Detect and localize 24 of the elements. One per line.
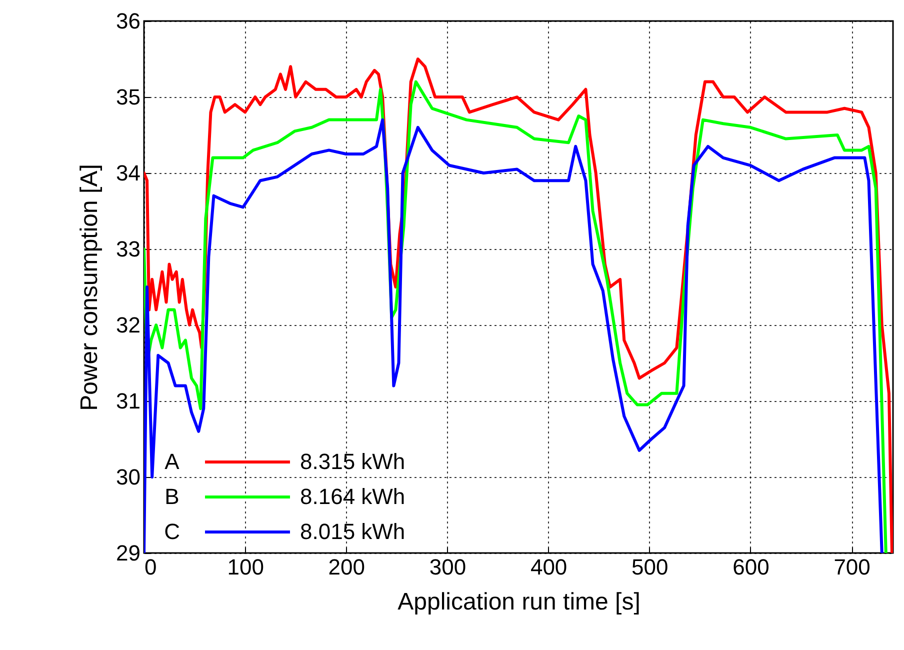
annotation: C [164, 519, 180, 544]
legend-label: 8.015 kWh [300, 519, 406, 544]
y-tick-label: 29 [116, 540, 140, 566]
legend-label: 8.164 kWh [300, 484, 406, 509]
y-tick-label: 31 [116, 388, 140, 414]
x-tick-label: 700 [834, 554, 870, 580]
x-tick-label: 600 [732, 554, 770, 580]
y-tick-label: 33 [116, 236, 140, 262]
x-tick-label: 300 [429, 554, 466, 580]
x-tick-label: 200 [328, 554, 366, 580]
x-tick-label: 0 [144, 554, 157, 580]
annotation: B [164, 484, 180, 509]
x-axis-title: Application run time [s] [398, 588, 640, 616]
y-tick-label: 32 [116, 312, 140, 338]
x-tick-label: 500 [632, 554, 668, 580]
y-tick-label: 35 [116, 84, 140, 110]
annotation: A [164, 449, 180, 474]
y-tick-label: 36 [116, 8, 140, 34]
x-tick-label: 400 [530, 554, 568, 580]
y-axis-title: Power consumption [A] [76, 164, 104, 411]
y-tick-label: 34 [116, 160, 140, 186]
legend-label: 8.315 kWh [300, 449, 406, 474]
x-tick-label: 100 [227, 554, 264, 580]
y-tick-label: 30 [116, 464, 140, 490]
